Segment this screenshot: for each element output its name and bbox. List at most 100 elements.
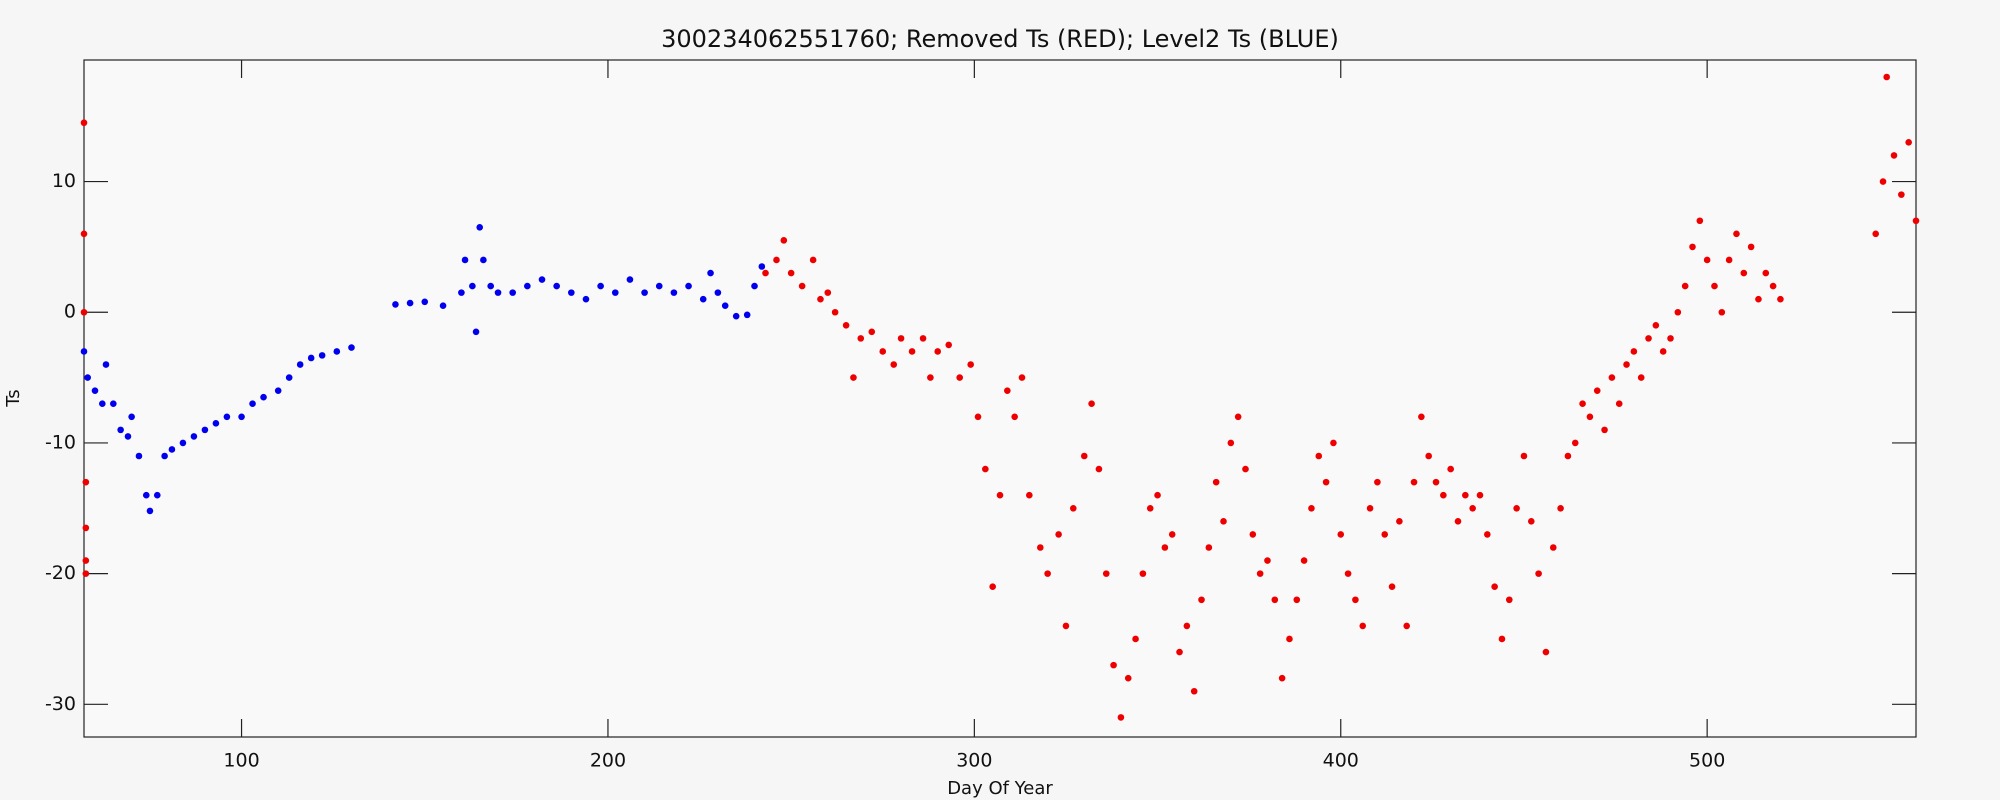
- data-point: [249, 400, 256, 408]
- data-point: [179, 439, 187, 447]
- data-point: [758, 263, 766, 270]
- data-point: [597, 282, 604, 290]
- data-point: [1249, 531, 1257, 538]
- data-point: [974, 413, 982, 421]
- data-point: [1044, 570, 1051, 577]
- data-point: [670, 289, 678, 296]
- data-point: [1667, 335, 1674, 342]
- data-point: [461, 256, 469, 264]
- data-point: [153, 491, 161, 499]
- data-point: [780, 237, 788, 244]
- data-point: [1388, 583, 1396, 591]
- data-point: [1220, 518, 1227, 525]
- data-point: [80, 119, 88, 127]
- data-point: [1623, 361, 1630, 368]
- data-point: [1018, 374, 1026, 381]
- data-point: [1176, 648, 1183, 656]
- data-point: [1359, 622, 1367, 630]
- data-point: [1630, 348, 1638, 355]
- data-point: [1637, 374, 1645, 381]
- data-point: [1271, 596, 1279, 604]
- data-point: [1593, 387, 1601, 394]
- data-point: [1374, 478, 1381, 486]
- data-point: [1912, 217, 1920, 225]
- data-point: [201, 426, 209, 434]
- data-point: [1725, 256, 1733, 264]
- x-tick-label: 300: [956, 750, 992, 772]
- data-point: [1132, 635, 1139, 643]
- data-point: [1777, 295, 1784, 303]
- data-point: [1769, 282, 1777, 290]
- data-point: [1300, 557, 1308, 564]
- data-point: [707, 269, 714, 277]
- data-point: [80, 348, 88, 355]
- data-point: [1872, 230, 1879, 238]
- data-point: [967, 361, 974, 368]
- data-point: [538, 276, 546, 283]
- data-point: [1234, 413, 1242, 421]
- data-point: [392, 301, 399, 308]
- data-point: [842, 322, 850, 329]
- data-point: [1883, 73, 1890, 81]
- data-point: [1124, 674, 1132, 682]
- y-tick-label: -10: [45, 431, 76, 453]
- data-point: [743, 311, 751, 319]
- data-point: [1026, 491, 1033, 499]
- data-point: [787, 269, 795, 277]
- data-point: [1454, 518, 1462, 525]
- data-point: [472, 328, 480, 336]
- data-point: [1168, 531, 1176, 538]
- data-point: [655, 282, 663, 290]
- data-point: [798, 282, 806, 290]
- data-point: [919, 335, 927, 342]
- data-point: [989, 583, 996, 591]
- data-point: [1278, 674, 1286, 682]
- data-point: [982, 465, 989, 473]
- data-point: [1212, 478, 1220, 486]
- data-point: [1681, 282, 1689, 290]
- data-point: [476, 223, 484, 231]
- data-point: [824, 289, 832, 296]
- data-point: [934, 348, 942, 355]
- data-point: [1890, 152, 1898, 159]
- data-point: [1608, 374, 1616, 381]
- data-point: [128, 413, 135, 421]
- data-point: [879, 348, 887, 355]
- data-point: [1117, 714, 1125, 721]
- data-point: [238, 413, 245, 421]
- data-point: [296, 361, 304, 368]
- data-point: [318, 352, 326, 359]
- data-point: [487, 282, 495, 290]
- data-point: [1498, 635, 1506, 643]
- data-point: [1403, 622, 1411, 630]
- data-point: [102, 361, 110, 368]
- data-point: [1381, 531, 1389, 538]
- data-point: [908, 348, 916, 355]
- x-tick-label: 500: [1689, 750, 1725, 772]
- data-point: [1205, 544, 1213, 551]
- data-point: [831, 308, 839, 316]
- data-point: [80, 308, 88, 316]
- data-point: [582, 295, 590, 303]
- data-point: [82, 478, 90, 486]
- data-point: [1264, 557, 1271, 564]
- data-point: [1711, 282, 1718, 290]
- data-point: [1139, 570, 1147, 577]
- data-point: [99, 400, 106, 408]
- data-point: [641, 289, 648, 296]
- plot-area: [83, 59, 1917, 738]
- data-point: [1183, 622, 1191, 630]
- data-point: [685, 282, 692, 290]
- data-point: [1689, 243, 1696, 251]
- data-point: [168, 446, 176, 453]
- data-point: [1696, 217, 1704, 225]
- data-point: [1227, 439, 1235, 447]
- data-point: [439, 302, 447, 310]
- data-point: [626, 276, 634, 283]
- data-point: [469, 282, 476, 290]
- data-point: [117, 426, 124, 434]
- data-point: [1154, 491, 1161, 499]
- data-point: [1557, 504, 1564, 512]
- y-tick-label: -30: [45, 693, 76, 715]
- data-point: [190, 433, 198, 440]
